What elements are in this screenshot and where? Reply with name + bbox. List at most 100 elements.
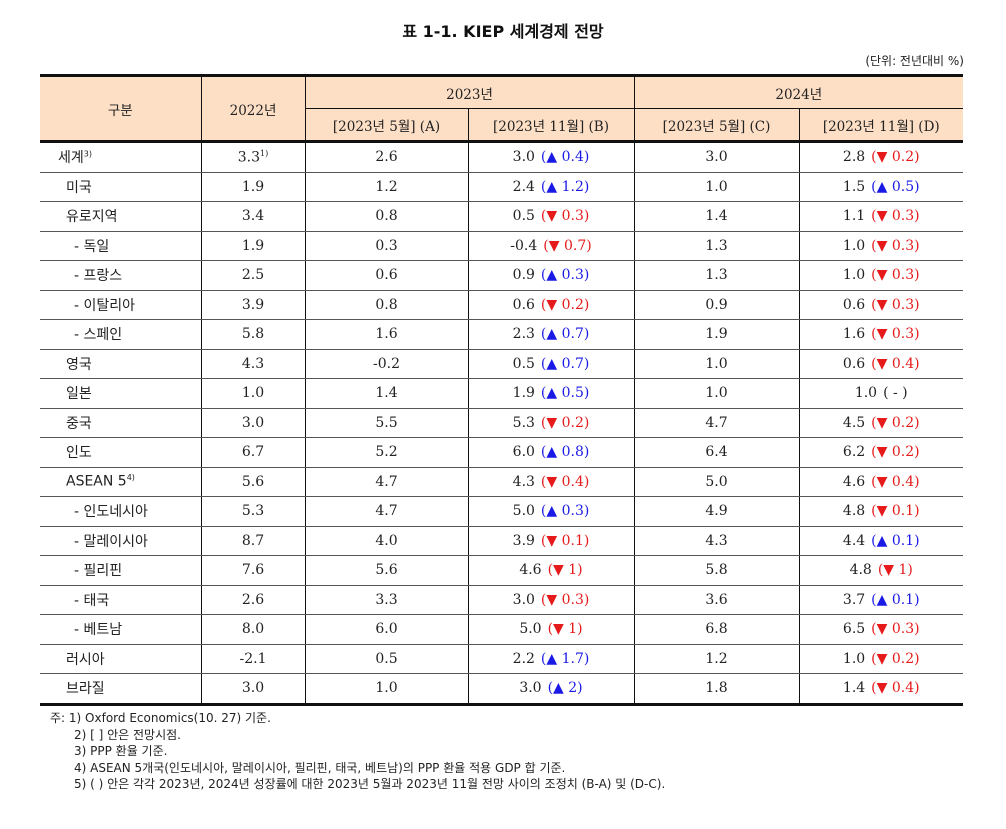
cell-2024-c: 0.9 (634, 290, 800, 320)
cell-2022: 1.9 (201, 231, 306, 261)
cell-2023-b: 2.2 (▲ 1.7) (468, 644, 635, 674)
cell-2024-c: 6.4 (634, 437, 800, 468)
cell-2022: 8.0 (201, 614, 306, 645)
row-label: 미국 (40, 172, 202, 202)
row-label: - 말레이시아 (40, 526, 202, 556)
cell-2024-c: 1.8 (634, 673, 800, 705)
cell-2024-d: 1.0 (▼ 0.2) (799, 644, 963, 674)
cell-2023-a: 0.5 (305, 644, 469, 674)
table-row: - 독일 1.9 0.3 -0.4 (▼ 0.7) 1.3 1.0 (▼ 0.3) (40, 231, 963, 261)
cell-2024-d: 1.0( - ) (799, 378, 963, 409)
table-row: 영국 4.3 -0.2 0.5 (▲ 0.7) 1.0 0.6 (▼ 0.4) (40, 349, 963, 379)
cell-2023-b: 4.3 (▼ 0.4) (468, 467, 635, 497)
change-indicator: (▼ 0.3) (871, 208, 920, 225)
cell-2023-a: 1.6 (305, 319, 469, 350)
row-label: - 스페인 (40, 319, 202, 350)
table-row: 일본 1.0 1.4 1.9 (▲ 0.5) 1.0 1.0( - ) (40, 378, 963, 409)
footnote-prefix: 주: (50, 711, 66, 725)
cell-2024-d: 1.1 (▼ 0.3) (799, 201, 963, 232)
cell-2023-a: 0.8 (305, 290, 469, 320)
table-row: - 인도네시아 5.3 4.7 5.0 (▲ 0.3) 4.9 4.8 (▼ 0.1) (40, 496, 963, 527)
table-row: 러시아 -2.1 0.5 2.2 (▲ 1.7) 1.2 1.0 (▼ 0.2) (40, 644, 963, 674)
cell-2024-c: 5.0 (634, 467, 800, 497)
row-label: 중국 (40, 408, 202, 438)
cell-2023-a: 5.5 (305, 408, 469, 438)
cell-2023-a: 4.7 (305, 467, 469, 497)
footnote-3: 3) PPP 환율 기준. (74, 744, 168, 758)
cell-2022: 2.5 (201, 260, 306, 291)
table-row: 세계3) 3.31) 2.6 3.0 (▲ 0.4) 3.0 2.8 (▼ 0.2) (40, 141, 963, 173)
cell-2024-d: 0.6 (▼ 0.3) (799, 290, 963, 320)
cell-2022: 1.0 (201, 378, 306, 409)
footnote-5: 5) ( ) 안은 각각 2023년, 2024년 성장률에 대한 2023년 … (74, 777, 666, 791)
cell-2024-d: 4.4 (▲ 0.1) (799, 526, 963, 556)
cell-2022: 3.0 (201, 408, 306, 438)
row-label: - 베트남 (40, 614, 202, 645)
cell-2022: 5.3 (201, 496, 306, 527)
cell-2022: 3.0 (201, 673, 306, 705)
cell-2024-d: 0.6 (▼ 0.4) (799, 349, 963, 379)
table-row: ASEAN 54) 5.6 4.7 4.3 (▼ 0.4) 5.0 4.6 (▼ 0.4) (40, 467, 963, 497)
cell-2023-a: 1.4 (305, 378, 469, 409)
cell-2024-c: 1.2 (634, 644, 800, 674)
table-row: - 필리핀 7.6 5.6 4.6 (▼ 1) 5.8 4.8 (▼ 1) (40, 555, 963, 586)
change-indicator: (▼ 0.2) (540, 296, 590, 313)
cell-2024-c: 3.6 (634, 585, 800, 615)
footnote-ref: 1) (260, 148, 269, 158)
change-indicator: (▼ 1) (547, 562, 583, 579)
cell-2023-a: 2.6 (305, 141, 469, 173)
cell-2023-b: 0.6 (▼ 0.2) (468, 290, 635, 320)
change-indicator: ( - ) (883, 385, 908, 402)
table-row: 중국 3.0 5.5 5.3 (▼ 0.2) 4.7 4.5 (▼ 0.2) (40, 408, 963, 438)
change-indicator: (▼ 0.2) (540, 414, 590, 431)
table-row: 인도 6.7 5.2 6.0 (▲ 0.8) 6.4 6.2 (▼ 0.2) (40, 437, 963, 468)
change-indicator: (▲ 0.7) (540, 355, 590, 372)
cell-2024-c: 1.3 (634, 231, 800, 261)
footnote-4: 4) ASEAN 5개국(인도네시아, 말레이시아, 필리핀, 태국, 베트남)… (74, 760, 566, 775)
cell-2023-b: 0.5 (▲ 0.7) (468, 349, 635, 379)
cell-2024-d: 4.5 (▼ 0.2) (799, 408, 963, 438)
cell-2022: 6.7 (201, 437, 306, 468)
change-indicator: (▼ 0.4) (871, 680, 920, 697)
cell-2023-b: 4.6 (▼ 1) (468, 555, 635, 586)
cell-2024-c: 1.0 (634, 172, 800, 202)
cell-2024-d: 1.4 (▼ 0.4) (799, 673, 963, 705)
cell-2022: 2.6 (201, 585, 306, 615)
cell-2023-b: 3.0 (▲ 2) (468, 673, 635, 705)
change-indicator: (▼ 0.3) (540, 591, 590, 608)
forecast-table: 구분 2022년 2023년 2024년 [2023년 5월] (A) [202… (40, 74, 963, 706)
cell-2023-b: 3.0 (▲ 0.4) (468, 141, 635, 173)
row-label: 일본 (40, 378, 202, 409)
header-col-c: [2023년 5월] (C) (634, 108, 800, 143)
change-indicator: (▲ 2) (547, 680, 583, 697)
change-indicator: (▲ 0.4) (540, 149, 590, 166)
change-indicator: (▼ 1) (547, 621, 583, 638)
footnote-text: 1) Oxford Economics(10. 27) 기준. (68, 711, 271, 725)
row-label: - 프랑스 (40, 260, 202, 291)
change-indicator: (▼ 0.7) (543, 237, 592, 254)
row-label: 인도 (40, 437, 202, 468)
table-row: - 이탈리아 3.9 0.8 0.6 (▼ 0.2) 0.9 0.6 (▼ 0.3) (40, 290, 963, 320)
change-indicator: (▼ 0.4) (871, 355, 920, 372)
row-label: - 인도네시아 (40, 496, 202, 527)
cell-2023-a: 6.0 (305, 614, 469, 645)
footnote-2: 2) [ ] 안은 전망시점. (74, 727, 181, 742)
cell-2024-c: 3.0 (634, 141, 800, 173)
change-indicator: (▲ 0.3) (540, 503, 590, 520)
cell-2024-c: 1.9 (634, 319, 800, 350)
cell-2023-b: 1.9 (▲ 0.5) (468, 378, 635, 409)
cell-2023-a: 0.3 (305, 231, 469, 261)
cell-2023-a: 0.8 (305, 201, 469, 232)
change-indicator: (▼ 0.1) (871, 503, 920, 520)
table-row: - 말레이시아 8.7 4.0 3.9 (▼ 0.1) 4.3 4.4 (▲ 0.1) (40, 526, 963, 556)
change-indicator: (▼ 0.2) (871, 149, 920, 166)
footnote-ref: 4) (126, 473, 135, 483)
row-label: - 이탈리아 (40, 290, 202, 320)
cell-2024-c: 1.0 (634, 378, 800, 409)
cell-2024-d: 1.5 (▲ 0.5) (799, 172, 963, 202)
footnote-ref: 3) (83, 149, 92, 159)
row-label: 브라질 (40, 673, 202, 705)
table-row: - 스페인 5.8 1.6 2.3 (▲ 0.7) 1.9 1.6 (▼ 0.3) (40, 319, 963, 350)
row-label: - 독일 (40, 231, 202, 261)
row-label: 러시아 (40, 644, 202, 674)
